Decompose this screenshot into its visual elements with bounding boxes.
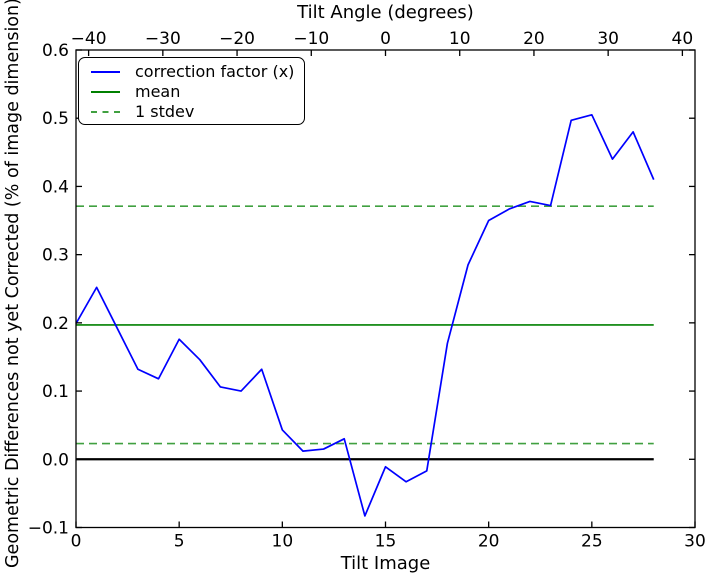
top-axis-ticks: [87, 50, 684, 56]
svg-text:25: 25: [581, 532, 603, 552]
svg-text:−30: −30: [145, 29, 181, 49]
svg-text:5: 5: [174, 532, 185, 552]
x-axis-tick-labels: 0 5 10 15 20 25 30: [71, 532, 706, 552]
legend-item: 1 stdev: [91, 102, 294, 122]
svg-text:30: 30: [597, 29, 619, 49]
svg-text:−40: −40: [71, 29, 107, 49]
legend-item-label: mean: [135, 82, 181, 101]
legend-item-label: 1 stdev: [135, 102, 195, 121]
svg-text:10: 10: [449, 29, 471, 49]
svg-text:0: 0: [380, 29, 391, 49]
svg-text:0: 0: [71, 532, 82, 552]
top-axis-title: Tilt Angle (degrees): [297, 2, 474, 23]
svg-text:20: 20: [478, 532, 500, 552]
x-axis-label: Tilt Image: [340, 553, 431, 574]
svg-text:0.0: 0.0: [42, 450, 69, 470]
svg-text:0.3: 0.3: [42, 246, 69, 266]
svg-text:0.4: 0.4: [42, 177, 69, 197]
legend-line-swatch: [91, 71, 120, 73]
svg-text:−20: −20: [219, 29, 255, 49]
y-axis-label: Geometric Differences not yet Corrected …: [3, 0, 23, 568]
svg-text:0.2: 0.2: [42, 314, 69, 334]
legend-line-swatch: [91, 91, 120, 93]
x-axis-ticks: [75, 521, 696, 528]
series-correction-factor-line: [75, 113, 655, 517]
y-axis-ticks: [76, 49, 695, 529]
svg-text:0.1: 0.1: [42, 382, 69, 402]
legend-item: mean: [91, 82, 294, 102]
legend-item-label: correction factor (x): [135, 62, 295, 81]
legend-line-swatch: [91, 111, 120, 113]
svg-text:30: 30: [684, 532, 706, 552]
svg-text:−0.1: −0.1: [28, 519, 69, 539]
svg-text:15: 15: [375, 532, 397, 552]
svg-text:40: 40: [672, 29, 694, 49]
svg-text:0.5: 0.5: [42, 109, 69, 129]
stdev-lines: [76, 205, 654, 445]
legend-item: correction factor (x): [91, 62, 294, 82]
top-axis-tick-labels: −40 −30 −20 −10 0 10 20 30 40: [71, 29, 694, 49]
svg-text:0.6: 0.6: [42, 41, 69, 61]
svg-text:20: 20: [523, 29, 545, 49]
y-axis-tick-labels: −0.1 0.0 0.1 0.2 0.3 0.4 0.5 0.6: [28, 41, 69, 539]
legend: correction factor (x) mean 1 stdev: [78, 57, 306, 125]
svg-text:−10: −10: [293, 29, 329, 49]
svg-text:10: 10: [272, 532, 294, 552]
